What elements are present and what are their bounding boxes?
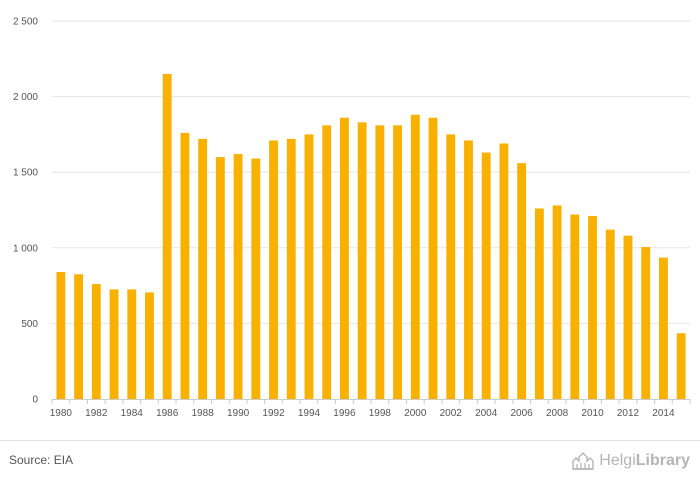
bar-1980 <box>56 271 66 399</box>
x-tick-label: 2012 <box>617 408 640 419</box>
bar-1991 <box>251 158 261 399</box>
bar-1996 <box>339 117 349 399</box>
bar-1988 <box>198 138 208 399</box>
x-tick-label: 1996 <box>333 408 356 419</box>
gridlines <box>52 20 690 324</box>
helgi-library-logo-icon <box>572 452 594 470</box>
x-tick-label: 1994 <box>298 408 321 419</box>
bar-2007 <box>534 208 544 399</box>
y-tick-label: 500 <box>21 319 38 330</box>
axes: 0 500 1 000 1 500 2 000 2 500 1980 1982 1984 1986… <box>13 17 691 419</box>
bar-2005 <box>499 143 509 399</box>
bar-2015 <box>676 333 686 399</box>
bar-1984 <box>127 289 137 399</box>
bar-2010 <box>588 216 597 399</box>
y-tick-label: 1 000 <box>13 243 38 254</box>
bar-2013 <box>641 247 651 399</box>
y-tick-label: 1 500 <box>13 168 38 179</box>
y-tick-label: 0 <box>32 395 38 406</box>
x-tick-label: 2010 <box>581 408 604 419</box>
x-tick-label: 1998 <box>369 408 392 419</box>
y-tick-label: 2 000 <box>13 92 38 103</box>
x-tick-label: 2004 <box>475 408 498 419</box>
bar-1986 <box>162 73 172 400</box>
bar-1993 <box>286 138 296 399</box>
x-tick-label: 1982 <box>85 408 108 419</box>
chart-area: 0 500 1 000 1 500 2 000 2 500 1980 1982 1984 1986… <box>13 17 691 419</box>
x-tick-label: 1990 <box>227 408 250 419</box>
source-note: Source: EIA <box>9 453 74 467</box>
bar-2006 <box>517 163 527 399</box>
x-tick-label: 1992 <box>262 408 285 419</box>
x-tick-label: 1988 <box>192 408 215 419</box>
bar-1994 <box>304 134 314 399</box>
bar-2001 <box>428 117 438 399</box>
bar-1985 <box>145 292 154 399</box>
bar-2012 <box>623 235 633 399</box>
bar-2008 <box>552 205 562 399</box>
bar-2011 <box>605 229 615 399</box>
x-tick-label: 2000 <box>404 408 427 419</box>
x-tick-label: 2002 <box>440 408 463 419</box>
bar-2014 <box>658 257 668 399</box>
y-tick-label: 2 500 <box>13 17 38 28</box>
bar-1990 <box>233 154 243 399</box>
bar-1995 <box>322 125 332 399</box>
x-tick-label: 1980 <box>50 408 73 419</box>
bar-1981 <box>74 274 84 399</box>
bar-1989 <box>215 157 225 399</box>
x-tick-label: 1984 <box>121 408 144 419</box>
bar-2002 <box>446 134 456 399</box>
x-tick-label: 2008 <box>546 408 569 419</box>
chart-footer: Source: EIA HelgiLibrary <box>0 440 700 483</box>
brand-logo: HelgiLibrary <box>571 449 690 473</box>
bar-1992 <box>269 140 278 399</box>
bar-1987 <box>180 132 190 399</box>
brand-name-part-bold: Library <box>635 452 690 469</box>
bar-1997 <box>357 122 367 399</box>
bar-chart: 0 500 1 000 1 500 2 000 2 500 1980 1982 1984 1986… <box>13 17 691 419</box>
brand-name-part: Helgi <box>599 452 636 469</box>
bar-1982 <box>91 284 101 399</box>
x-tick-label: 1986 <box>156 408 179 419</box>
bar-2009 <box>570 214 580 399</box>
bar-2003 <box>464 140 473 399</box>
bar-2004 <box>481 152 491 399</box>
x-tick-label: 2006 <box>511 408 534 419</box>
bars <box>56 73 686 400</box>
bar-2000 <box>410 114 420 399</box>
bar-1999 <box>393 125 403 399</box>
bar-1983 <box>109 289 119 399</box>
x-tick-label: 2014 <box>652 408 675 419</box>
bar-1998 <box>375 125 385 399</box>
